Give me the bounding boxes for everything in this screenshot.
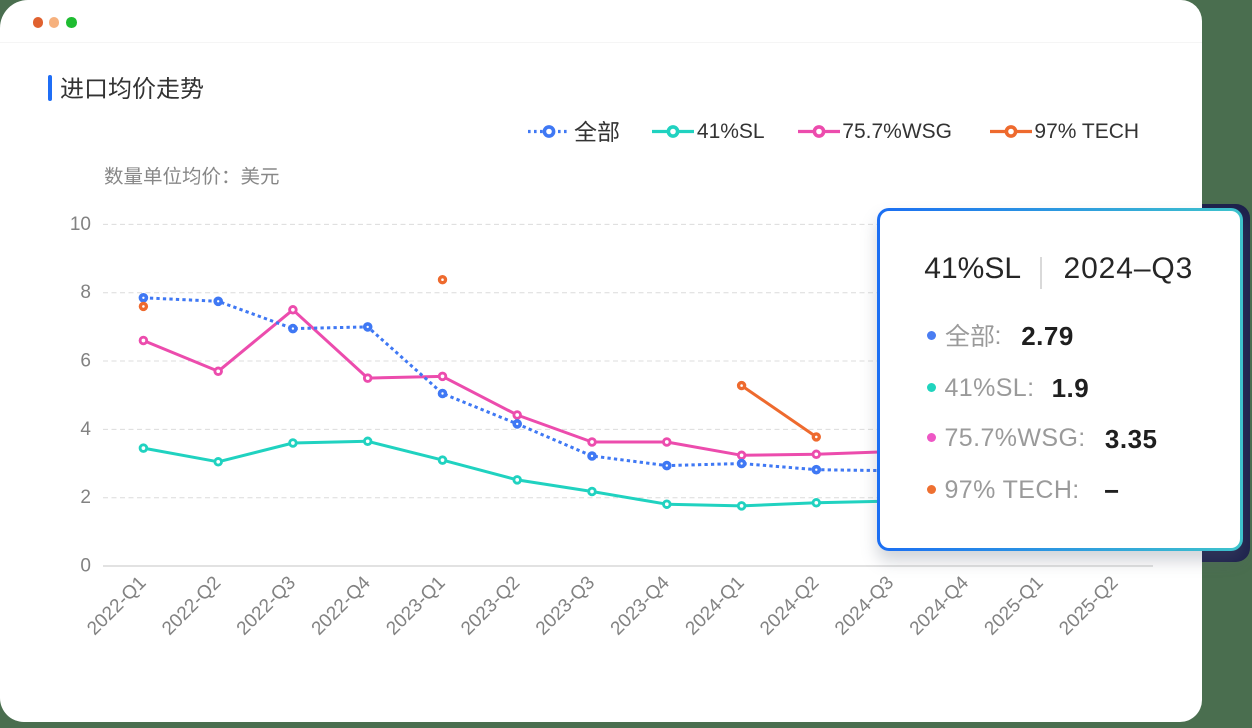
svg-text:10: 10 bbox=[70, 214, 91, 235]
svg-text:2022-Q4: 2022-Q4 bbox=[308, 572, 375, 639]
svg-text:0: 0 bbox=[80, 556, 91, 577]
svg-text:2: 2 bbox=[80, 487, 91, 508]
svg-text:2022-Q2: 2022-Q2 bbox=[158, 572, 225, 639]
svg-text:2025-Q1: 2025-Q1 bbox=[981, 572, 1048, 639]
svg-text:2023-Q4: 2023-Q4 bbox=[607, 572, 674, 639]
svg-text:2025-Q2: 2025-Q2 bbox=[1055, 572, 1122, 639]
svg-text:2023-Q2: 2023-Q2 bbox=[457, 572, 524, 639]
svg-text:6: 6 bbox=[80, 351, 91, 372]
svg-text:2022-Q3: 2022-Q3 bbox=[233, 572, 300, 639]
svg-text:2023-Q1: 2023-Q1 bbox=[382, 572, 449, 639]
svg-text:2023-Q3: 2023-Q3 bbox=[532, 572, 599, 639]
svg-text:2024-Q3: 2024-Q3 bbox=[831, 572, 898, 639]
svg-text:4: 4 bbox=[80, 419, 91, 440]
svg-text:2024-Q4: 2024-Q4 bbox=[906, 572, 973, 639]
svg-text:2022-Q1: 2022-Q1 bbox=[83, 572, 150, 639]
svg-text:2024-Q1: 2024-Q1 bbox=[682, 572, 749, 639]
svg-text:2024-Q2: 2024-Q2 bbox=[756, 572, 823, 639]
svg-text:8: 8 bbox=[80, 282, 91, 303]
